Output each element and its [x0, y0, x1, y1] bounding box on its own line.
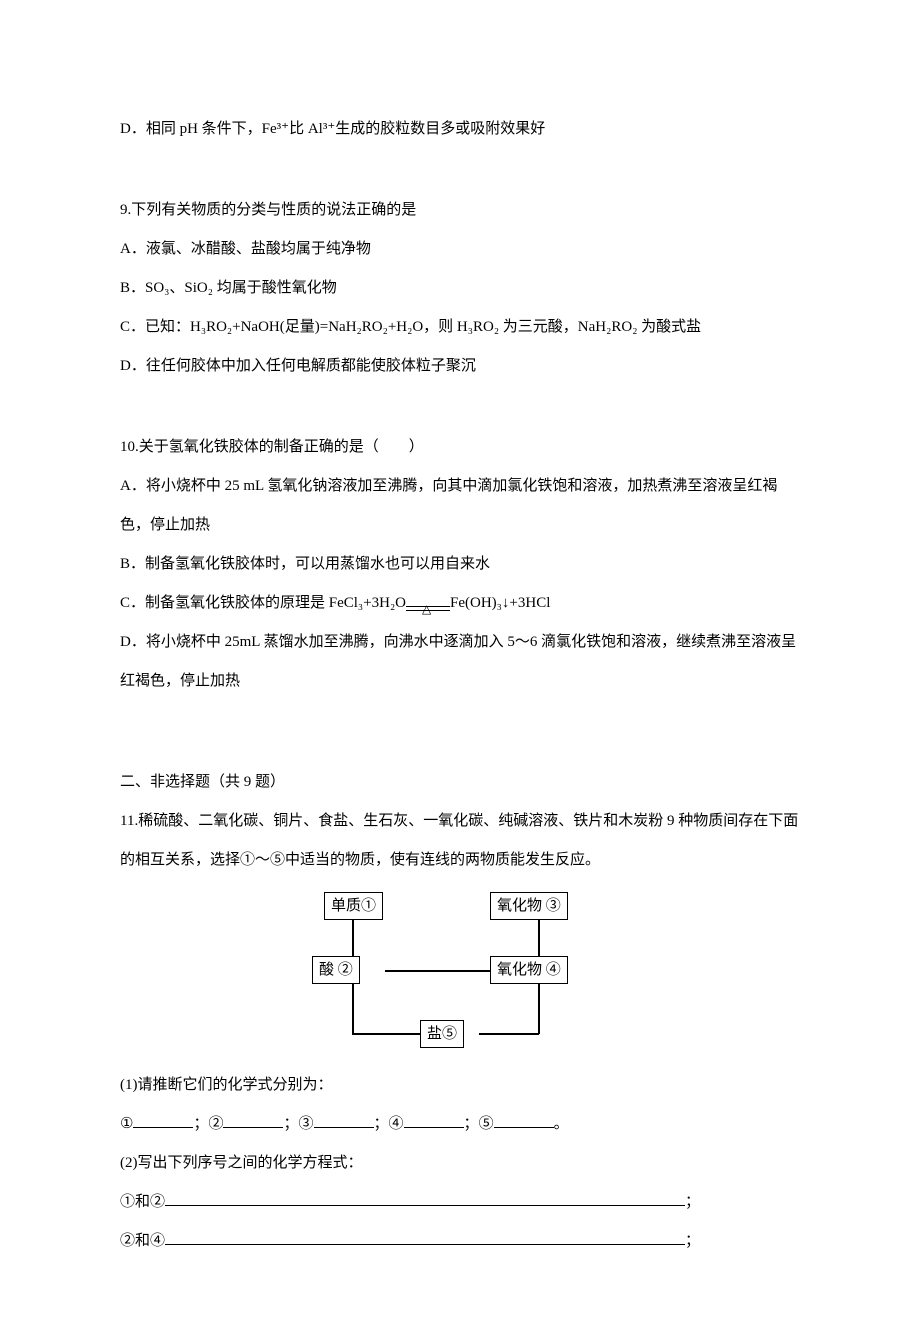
gap: [120, 386, 800, 428]
diagram-box-1: 单质①: [324, 892, 383, 920]
document-page: D．相同 pH 条件下，Fe³⁺比 Al³⁺生成的胶粒数目多或吸附效果好 9.下…: [0, 0, 920, 1321]
q11-part1-blanks: ①；②；③；④；⑤。: [120, 1105, 800, 1144]
blank-input-3[interactable]: [314, 1112, 374, 1128]
label-4: ④: [389, 1116, 404, 1132]
q11-p2a-post: ；: [685, 1194, 700, 1210]
gap: [120, 743, 800, 763]
q10-option-c-pre: C．制备氢氧化铁胶体的原理是 FeCl₃+3H₂O: [120, 595, 406, 611]
label-5: ⑤: [479, 1116, 494, 1132]
q9-option-d: D．往任何胶体中加入任何电解质都能使胶体粒子聚沉: [120, 347, 800, 386]
q11-part2-line1: ①和② ；: [120, 1183, 800, 1222]
label-2: ②: [208, 1116, 223, 1132]
diagram-edge-1-2: [352, 920, 354, 956]
label-1: ①: [120, 1116, 133, 1132]
q9-option-a: A．液氯、冰醋酸、盐酸均属于纯净物: [120, 230, 800, 269]
q11-part2: (2)写出下列序号之间的化学方程式：: [120, 1144, 800, 1183]
section2-title: 二、非选择题（共 9 题）: [120, 763, 800, 802]
diagram-edge-2-4: [385, 970, 490, 972]
q10-option-d: D．将小烧杯中 25mL 蒸馏水加至沸腾，向沸水中逐滴加入 5～6 滴氯化铁饱和…: [120, 623, 800, 701]
q10-stem: 10.关于氢氧化铁胶体的制备正确的是（ ）: [120, 428, 800, 467]
q9-option-c: C．已知：H₃RO₂+NaOH(足量)=NaH₂RO₂+H₂O，则 H₃RO₂ …: [120, 308, 800, 347]
diagram-box-2: 酸 ②: [312, 956, 360, 984]
label-3: ③: [299, 1116, 314, 1132]
diagram-edge-4-5-v: [538, 984, 540, 1034]
diagram-box-5: 盐⑤: [420, 1020, 464, 1048]
q11-p2b-pre: ②和④: [120, 1233, 165, 1249]
diagram-box-3: 氧化物 ③: [490, 892, 568, 920]
q11-part1: (1)请推断它们的化学式分别为：: [120, 1066, 800, 1105]
q11-diagram: 单质① 氧化物 ③ 酸 ② 氧化物 ④ 盐⑤: [290, 892, 630, 1052]
q9-option-b: B．SO₃、SiO₂ 均属于酸性氧化物: [120, 269, 800, 308]
diagram-edge-3-4: [538, 920, 540, 956]
blank-equation-2[interactable]: [165, 1229, 685, 1245]
q10-option-c: C．制备氢氧化铁胶体的原理是 FeCl₃+3H₂O△Fe(OH)₃↓+3HCl: [120, 584, 800, 623]
blank-input-2[interactable]: [223, 1112, 283, 1128]
gap: [120, 149, 800, 191]
blank-input-5[interactable]: [494, 1112, 554, 1128]
q10-option-b: B．制备氢氧化铁胶体时，可以用蒸馏水也可以用自来水: [120, 545, 800, 584]
diagram-edge-4-5-h: [479, 1033, 539, 1035]
q11-stem: 11.稀硫酸、二氧化碳、铜片、食盐、生石灰、一氧化碳、纯碱溶液、铁片和木炭粉 9…: [120, 802, 800, 880]
diagram-edge-2-5-v: [352, 984, 354, 1034]
blank-input-4[interactable]: [404, 1112, 464, 1128]
gap: [120, 701, 800, 743]
blank-input-1[interactable]: [133, 1112, 193, 1128]
q8-option-d: D．相同 pH 条件下，Fe³⁺比 Al³⁺生成的胶粒数目多或吸附效果好: [120, 110, 800, 149]
q11-p2a-pre: ①和②: [120, 1194, 165, 1210]
diagram-edge-2-5-h: [352, 1033, 420, 1035]
q10-option-c-post: Fe(OH)₃↓+3HCl: [450, 595, 550, 611]
q11-p2b-post: ；: [685, 1233, 700, 1249]
q10-option-a: A．将小烧杯中 25 mL 氢氧化钠溶液加至沸腾，向其中滴加氯化铁饱和溶液，加热…: [120, 467, 800, 545]
diagram-box-4: 氧化物 ④: [490, 956, 568, 984]
q11-part2-line2: ②和④ ；: [120, 1222, 800, 1261]
q9-stem: 9.下列有关物质的分类与性质的说法正确的是: [120, 191, 800, 230]
blank-equation-1[interactable]: [165, 1190, 685, 1206]
